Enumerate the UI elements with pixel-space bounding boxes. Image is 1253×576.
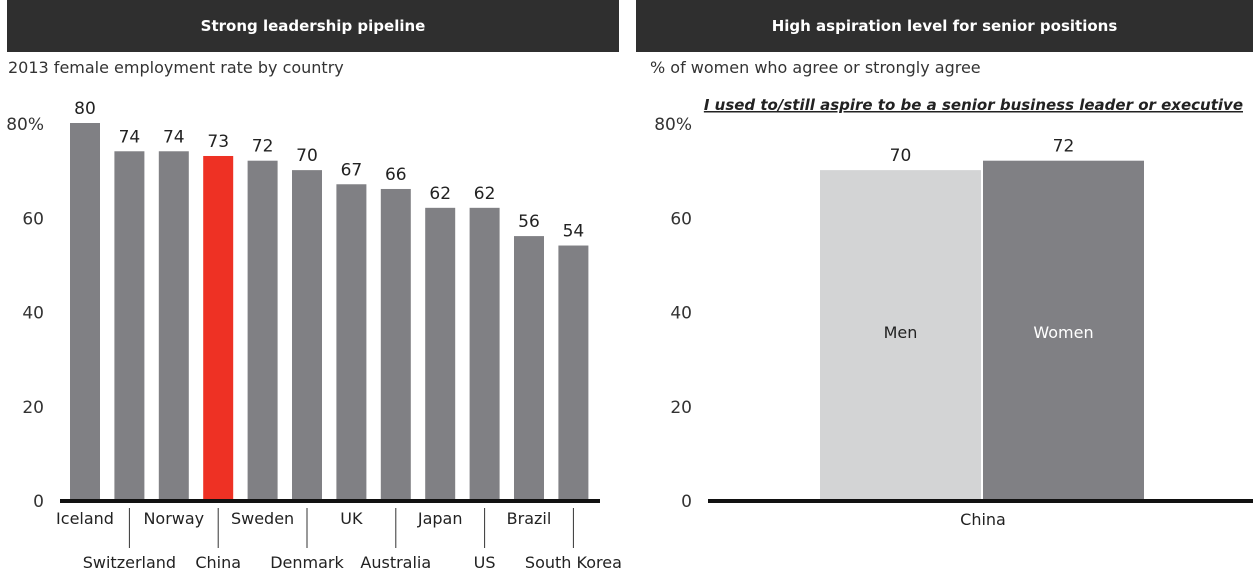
left-panel-subtitle: 2013 female employment rate by country bbox=[8, 58, 344, 77]
x-tick-label: Norway bbox=[143, 509, 204, 528]
data-label: 74 bbox=[163, 127, 185, 147]
x-tick-label: South Korea bbox=[525, 553, 622, 572]
bar-australia bbox=[380, 188, 411, 500]
series-label-men: Men bbox=[884, 323, 918, 342]
bar-japan bbox=[425, 207, 456, 500]
y-tick-label: 0 bbox=[33, 492, 44, 512]
x-tick-label: China bbox=[960, 510, 1006, 529]
x-axis-line bbox=[60, 499, 600, 503]
y-tick-label: 80% bbox=[654, 115, 692, 135]
y-tick-label: 80% bbox=[6, 115, 44, 135]
data-label: 62 bbox=[429, 184, 451, 204]
bar-iceland bbox=[70, 123, 100, 500]
y-tick-label: 20 bbox=[22, 398, 44, 418]
x-tick-label: Iceland bbox=[56, 509, 114, 528]
data-label: 70 bbox=[890, 146, 912, 166]
x-tick-label: Switzerland bbox=[83, 553, 176, 572]
y-tick-label: 60 bbox=[670, 209, 692, 229]
data-label: 62 bbox=[474, 184, 496, 204]
y-tick-label: 40 bbox=[22, 304, 44, 324]
y-tick-label: 0 bbox=[681, 492, 692, 512]
data-label: 66 bbox=[385, 165, 407, 185]
chart-title: I used to/still aspire to be a senior bu… bbox=[704, 96, 1243, 114]
employment-rate-chart: 0 20 40 60 80% 80 74 74 73 72 70 67 66 62 62 56 54 Icelan… bbox=[6, 99, 622, 572]
data-label: 72 bbox=[252, 137, 274, 157]
x-tick-label: Japan bbox=[417, 509, 463, 528]
x-axis-line bbox=[708, 499, 1253, 503]
x-tick-label: US bbox=[474, 553, 496, 572]
right-panel-subtitle: % of women who agree or strongly agree bbox=[650, 58, 981, 77]
data-label: 70 bbox=[296, 146, 318, 166]
bar-south-korea bbox=[558, 245, 589, 500]
x-tick-label: Denmark bbox=[270, 553, 344, 572]
series-label-women: Women bbox=[1033, 323, 1093, 342]
left-panel-header: Strong leadership pipeline bbox=[7, 0, 619, 52]
data-label: 72 bbox=[1053, 137, 1075, 157]
data-label: 80 bbox=[74, 99, 96, 119]
bar-switzerland bbox=[114, 151, 145, 500]
x-tick-label: Brazil bbox=[507, 509, 552, 528]
data-label: 73 bbox=[207, 132, 229, 152]
data-label: 67 bbox=[341, 160, 363, 180]
right-panel-header: High aspiration level for senior positio… bbox=[636, 0, 1253, 52]
x-tick-label: Sweden bbox=[231, 509, 294, 528]
y-tick-label: 60 bbox=[22, 209, 44, 229]
x-tick-label: Australia bbox=[360, 553, 431, 572]
x-tick-label: UK bbox=[340, 509, 363, 528]
x-tick-label: China bbox=[195, 553, 241, 572]
y-tick-label: 40 bbox=[670, 304, 692, 324]
bar-brazil bbox=[514, 236, 544, 500]
bar-men bbox=[820, 170, 981, 500]
y-tick-label: 20 bbox=[670, 398, 692, 418]
bar-uk bbox=[336, 184, 367, 500]
data-label: 56 bbox=[518, 212, 540, 232]
data-label: 54 bbox=[563, 222, 585, 242]
data-label: 74 bbox=[119, 127, 141, 147]
bar-denmark bbox=[292, 170, 322, 500]
bar-china bbox=[203, 155, 234, 501]
bar-us bbox=[469, 207, 500, 500]
bar-norway bbox=[158, 151, 189, 500]
bar-women bbox=[983, 160, 1144, 500]
bar-sweden bbox=[247, 160, 278, 500]
